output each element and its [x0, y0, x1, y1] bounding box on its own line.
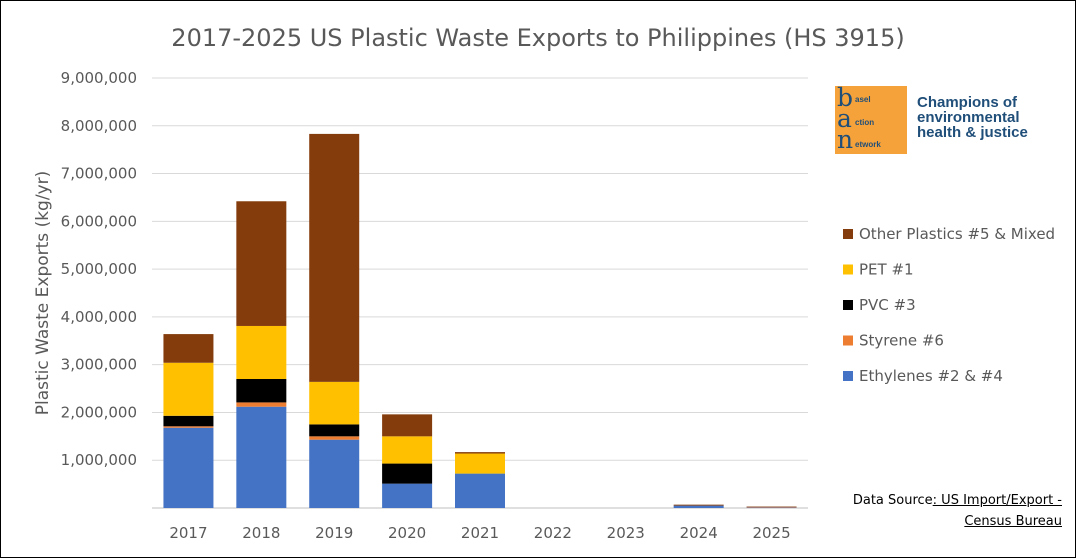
logo-letter-b: b: [837, 83, 854, 112]
bar-segment: [236, 201, 287, 326]
bar-segment: [309, 436, 360, 440]
legend-label: Ethylenes #2 & #4: [859, 367, 1003, 385]
data-source-link[interactable]: : US Import/Export -: [932, 493, 1062, 508]
logo-tagline: Champions of environmental health & just…: [917, 94, 1028, 141]
bar-segment: [382, 436, 433, 464]
legend: Other Plastics #5 & Mixed PET #1 PVC #3 Sty…: [843, 225, 1055, 385]
logo-word-network: etwork: [855, 140, 881, 149]
x-tick-label: 2018: [242, 524, 280, 542]
x-tick-label: 2023: [607, 524, 645, 542]
chart-title: 2017-2025 US Plastic Waste Exports to Ph…: [171, 24, 904, 52]
y-tick-label: 9,000,000: [61, 69, 137, 87]
legend-label: Styrene #6: [859, 332, 944, 350]
logo-letter-n: n: [837, 125, 854, 154]
y-tick-label: 8,000,000: [61, 117, 137, 135]
bar-segment: [746, 506, 797, 508]
legend-swatch: [843, 264, 853, 275]
x-tick-label: 2020: [388, 524, 426, 542]
bar-segment: [163, 415, 214, 427]
bar-segment: [382, 414, 433, 437]
bar-segment: [673, 505, 724, 508]
bar-segment: [236, 379, 287, 403]
logo-word-action: ction: [855, 118, 875, 127]
bar-segment: [309, 381, 360, 425]
legend-label: PET #1: [859, 261, 914, 279]
x-axis-ticks: 2017 2018 2019 2020 2021 2022 2023 2024 2025: [169, 524, 790, 542]
bar-segment: [309, 133, 360, 382]
legend-swatch: [843, 335, 853, 346]
bar-segment: [455, 453, 505, 474]
bar-segment: [455, 452, 505, 454]
y-tick-label: 4,000,000: [61, 308, 137, 326]
ban-logo: b asel a ction n etwork Champions of env…: [835, 83, 1075, 156]
y-tick-label: 7,000,000: [61, 165, 137, 183]
ban-logo-badge: b asel a ction n etwork: [835, 83, 907, 154]
y-tick-label: 1,000,000: [61, 451, 137, 469]
bar-segment: [673, 504, 724, 506]
data-source-prefix: Data Source: [852, 493, 933, 508]
x-tick-label: 2017: [169, 524, 207, 542]
bar-segment: [163, 334, 214, 363]
x-tick-label: 2019: [315, 524, 353, 542]
bar-segment: [163, 362, 214, 416]
y-tick-label: 3,000,000: [61, 356, 137, 374]
bar-segment: [382, 463, 433, 484]
y-axis-ticks: 9,000,000 8,000,000 7,000,000 6,000,000 5,00…: [61, 69, 137, 469]
bar-segment: [746, 507, 797, 508]
bar-segment: [746, 507, 797, 509]
bar-segment: [236, 406, 287, 508]
logo-letter-a: a: [837, 104, 852, 133]
legend-swatch: [843, 371, 853, 381]
x-tick-label: 2021: [461, 524, 499, 542]
bar-segment: [309, 424, 360, 437]
x-tick-label: 2024: [680, 524, 718, 542]
legend-swatch: [843, 300, 853, 310]
legend-swatch: [843, 229, 853, 239]
legend-label: PVC #3: [859, 296, 916, 314]
y-axis-label: Plastic Waste Exports (kg/yr): [33, 171, 53, 416]
y-tick-label: 6,000,000: [61, 212, 137, 230]
x-tick-label: 2022: [534, 524, 572, 542]
bar-segment: [455, 473, 505, 508]
y-tick-label: 5,000,000: [61, 260, 137, 278]
bar-segment: [236, 325, 287, 379]
bar-segment: [163, 427, 214, 508]
bar-segment: [382, 483, 433, 508]
legend-label: Other Plastics #5 & Mixed: [859, 225, 1055, 243]
logo-word-basel: asel: [855, 95, 871, 104]
bars: [163, 133, 797, 509]
data-source-note: Data Source: US Import/Export - Census B…: [853, 490, 1062, 532]
bar-segment: [309, 439, 360, 508]
bar-segment: [236, 402, 287, 407]
y-tick-label: 2,000,000: [61, 403, 137, 421]
bar-segment: [163, 426, 214, 428]
x-tick-label: 2025: [752, 524, 790, 542]
data-source-line2[interactable]: Census Bureau: [964, 514, 1062, 529]
